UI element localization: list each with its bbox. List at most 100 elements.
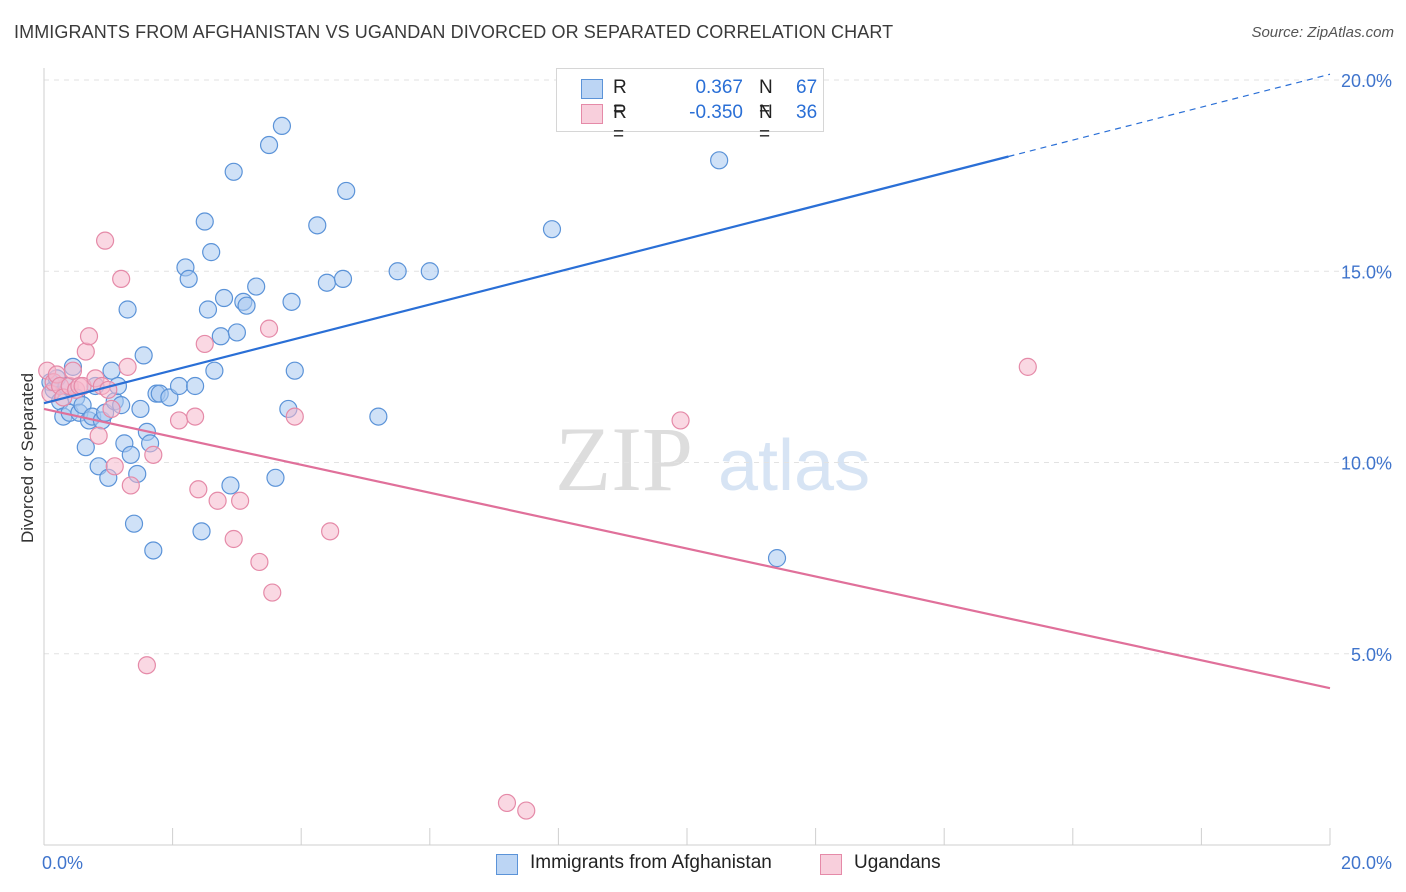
afghanistan-point — [76, 438, 95, 457]
afghanistan-point — [259, 135, 279, 155]
afghanistan-point — [282, 292, 301, 311]
ugandan-point — [121, 476, 140, 495]
ugandan-point — [137, 656, 156, 675]
x-tick-label: 20.0% — [1341, 853, 1392, 873]
afghanistan-point — [102, 361, 121, 380]
watermark-zip: ZIP — [555, 408, 693, 510]
legend-r-value: 0.367 — [695, 77, 743, 98]
ugandan-point — [63, 361, 83, 380]
legend-r-value: -0.350 — [689, 102, 743, 123]
afghanistan-point — [202, 243, 221, 262]
bottom-legend-label: Ugandans — [854, 852, 941, 873]
ugandan-point — [231, 491, 250, 510]
afghanistan-point — [237, 296, 256, 315]
afghanistan-point — [214, 288, 234, 308]
ugandan-point — [189, 480, 208, 499]
afghanistan-point — [205, 361, 224, 380]
ugandan-point — [144, 445, 163, 464]
ugandan-point — [224, 529, 243, 549]
legend-r-label: R = — [613, 102, 627, 145]
ugandan-point — [285, 407, 304, 426]
bottom-legend-swatch-pink — [820, 854, 842, 875]
afghanistan-trend-line — [43, 155, 1009, 405]
afghanistan-point — [542, 220, 562, 239]
afghanistan-point — [224, 162, 243, 181]
watermark: ZIP atlas — [555, 408, 870, 510]
afghanistan-point — [192, 522, 211, 541]
afghanistan-point — [388, 262, 407, 281]
afghanistan-point — [124, 514, 144, 533]
afghanistan-point — [179, 269, 198, 288]
legend-n-value: 67 — [796, 77, 818, 98]
tick-labels: 5.0% 10.0% 15.0% 20.0% 0.0% 20.0% — [42, 71, 1392, 873]
ugandan-point — [250, 552, 269, 572]
correlation-legend: R = 0.367 N = 67 R = -0.350 N = 36 — [556, 68, 824, 145]
afghanistan-point — [221, 476, 240, 495]
watermark-atlas: atlas — [718, 426, 870, 506]
legend-swatch-blue — [581, 79, 603, 99]
afghanistan-point — [333, 269, 353, 288]
y-tick-label: 20.0% — [1341, 71, 1392, 91]
ugandan-point — [169, 411, 189, 430]
y-tick-label: 15.0% — [1341, 262, 1392, 282]
legend-n-value: 36 — [796, 102, 818, 123]
axes — [43, 68, 1331, 846]
ugandan-point — [186, 407, 205, 426]
source-label: Source: ZipAtlas.com — [1251, 24, 1394, 41]
afghanistan-point — [285, 361, 304, 380]
afghanistan-point — [337, 181, 356, 201]
ugandan-point — [497, 793, 517, 813]
ugandan-point — [89, 426, 108, 445]
ugandan-point — [321, 522, 340, 541]
bottom-legend-swatch-blue — [496, 854, 518, 875]
legend-n-label: N = — [759, 77, 773, 120]
ugandan-trend-line — [43, 407, 1331, 690]
afghanistan-point — [369, 407, 388, 426]
ugandan-point — [208, 491, 227, 510]
afghanistan-point — [308, 216, 327, 235]
trend-lines — [43, 73, 1331, 690]
afghanistan-point — [247, 277, 266, 296]
ugandan-point — [95, 231, 115, 250]
ugandan-point — [102, 399, 121, 419]
ugandan-point — [118, 357, 137, 376]
x-tick-label: 0.0% — [42, 853, 83, 873]
ugandan-point — [263, 583, 282, 602]
afghanistan-point — [169, 376, 189, 396]
afghanistan-point — [227, 323, 246, 342]
chart-title: IMMIGRANTS FROM AFGHANISTAN VS UGANDAN D… — [14, 22, 894, 42]
afghanistan-point — [186, 376, 205, 396]
legend-swatch-pink — [581, 104, 603, 124]
y-tick-label: 10.0% — [1341, 454, 1392, 474]
ugandan-point — [1018, 357, 1037, 376]
data-points — [38, 116, 1037, 820]
afghanistan-point — [767, 549, 787, 568]
ugandan-point — [79, 327, 99, 346]
afghanistan-point — [134, 346, 153, 365]
afghanistan-point — [710, 151, 729, 170]
afghanistan-point — [317, 273, 337, 292]
afghanistan-point — [131, 399, 150, 419]
ugandan-point — [76, 342, 95, 361]
afghanistan-point — [420, 262, 439, 281]
afghanistan-trend-extension — [1008, 73, 1331, 158]
legend-n-label: N = — [759, 102, 773, 145]
afghanistan-point — [121, 445, 140, 464]
ugandan-point — [105, 457, 124, 476]
legend-r-label: R = — [613, 77, 627, 120]
afghanistan-point — [144, 541, 163, 560]
ugandan-point — [195, 334, 214, 354]
afghanistan-point — [195, 212, 214, 231]
afghanistan-point — [198, 300, 218, 319]
ugandan-point — [517, 801, 536, 820]
ugandan-point — [259, 319, 279, 338]
afghanistan-point — [211, 327, 230, 346]
afghanistan-point — [118, 300, 137, 319]
ugandan-point — [671, 411, 690, 430]
ugandan-point — [112, 269, 131, 288]
afghanistan-point — [266, 468, 285, 487]
y-tick-label: 5.0% — [1351, 645, 1392, 665]
ugandan-point — [99, 380, 118, 399]
afghanistan-point — [272, 116, 292, 136]
